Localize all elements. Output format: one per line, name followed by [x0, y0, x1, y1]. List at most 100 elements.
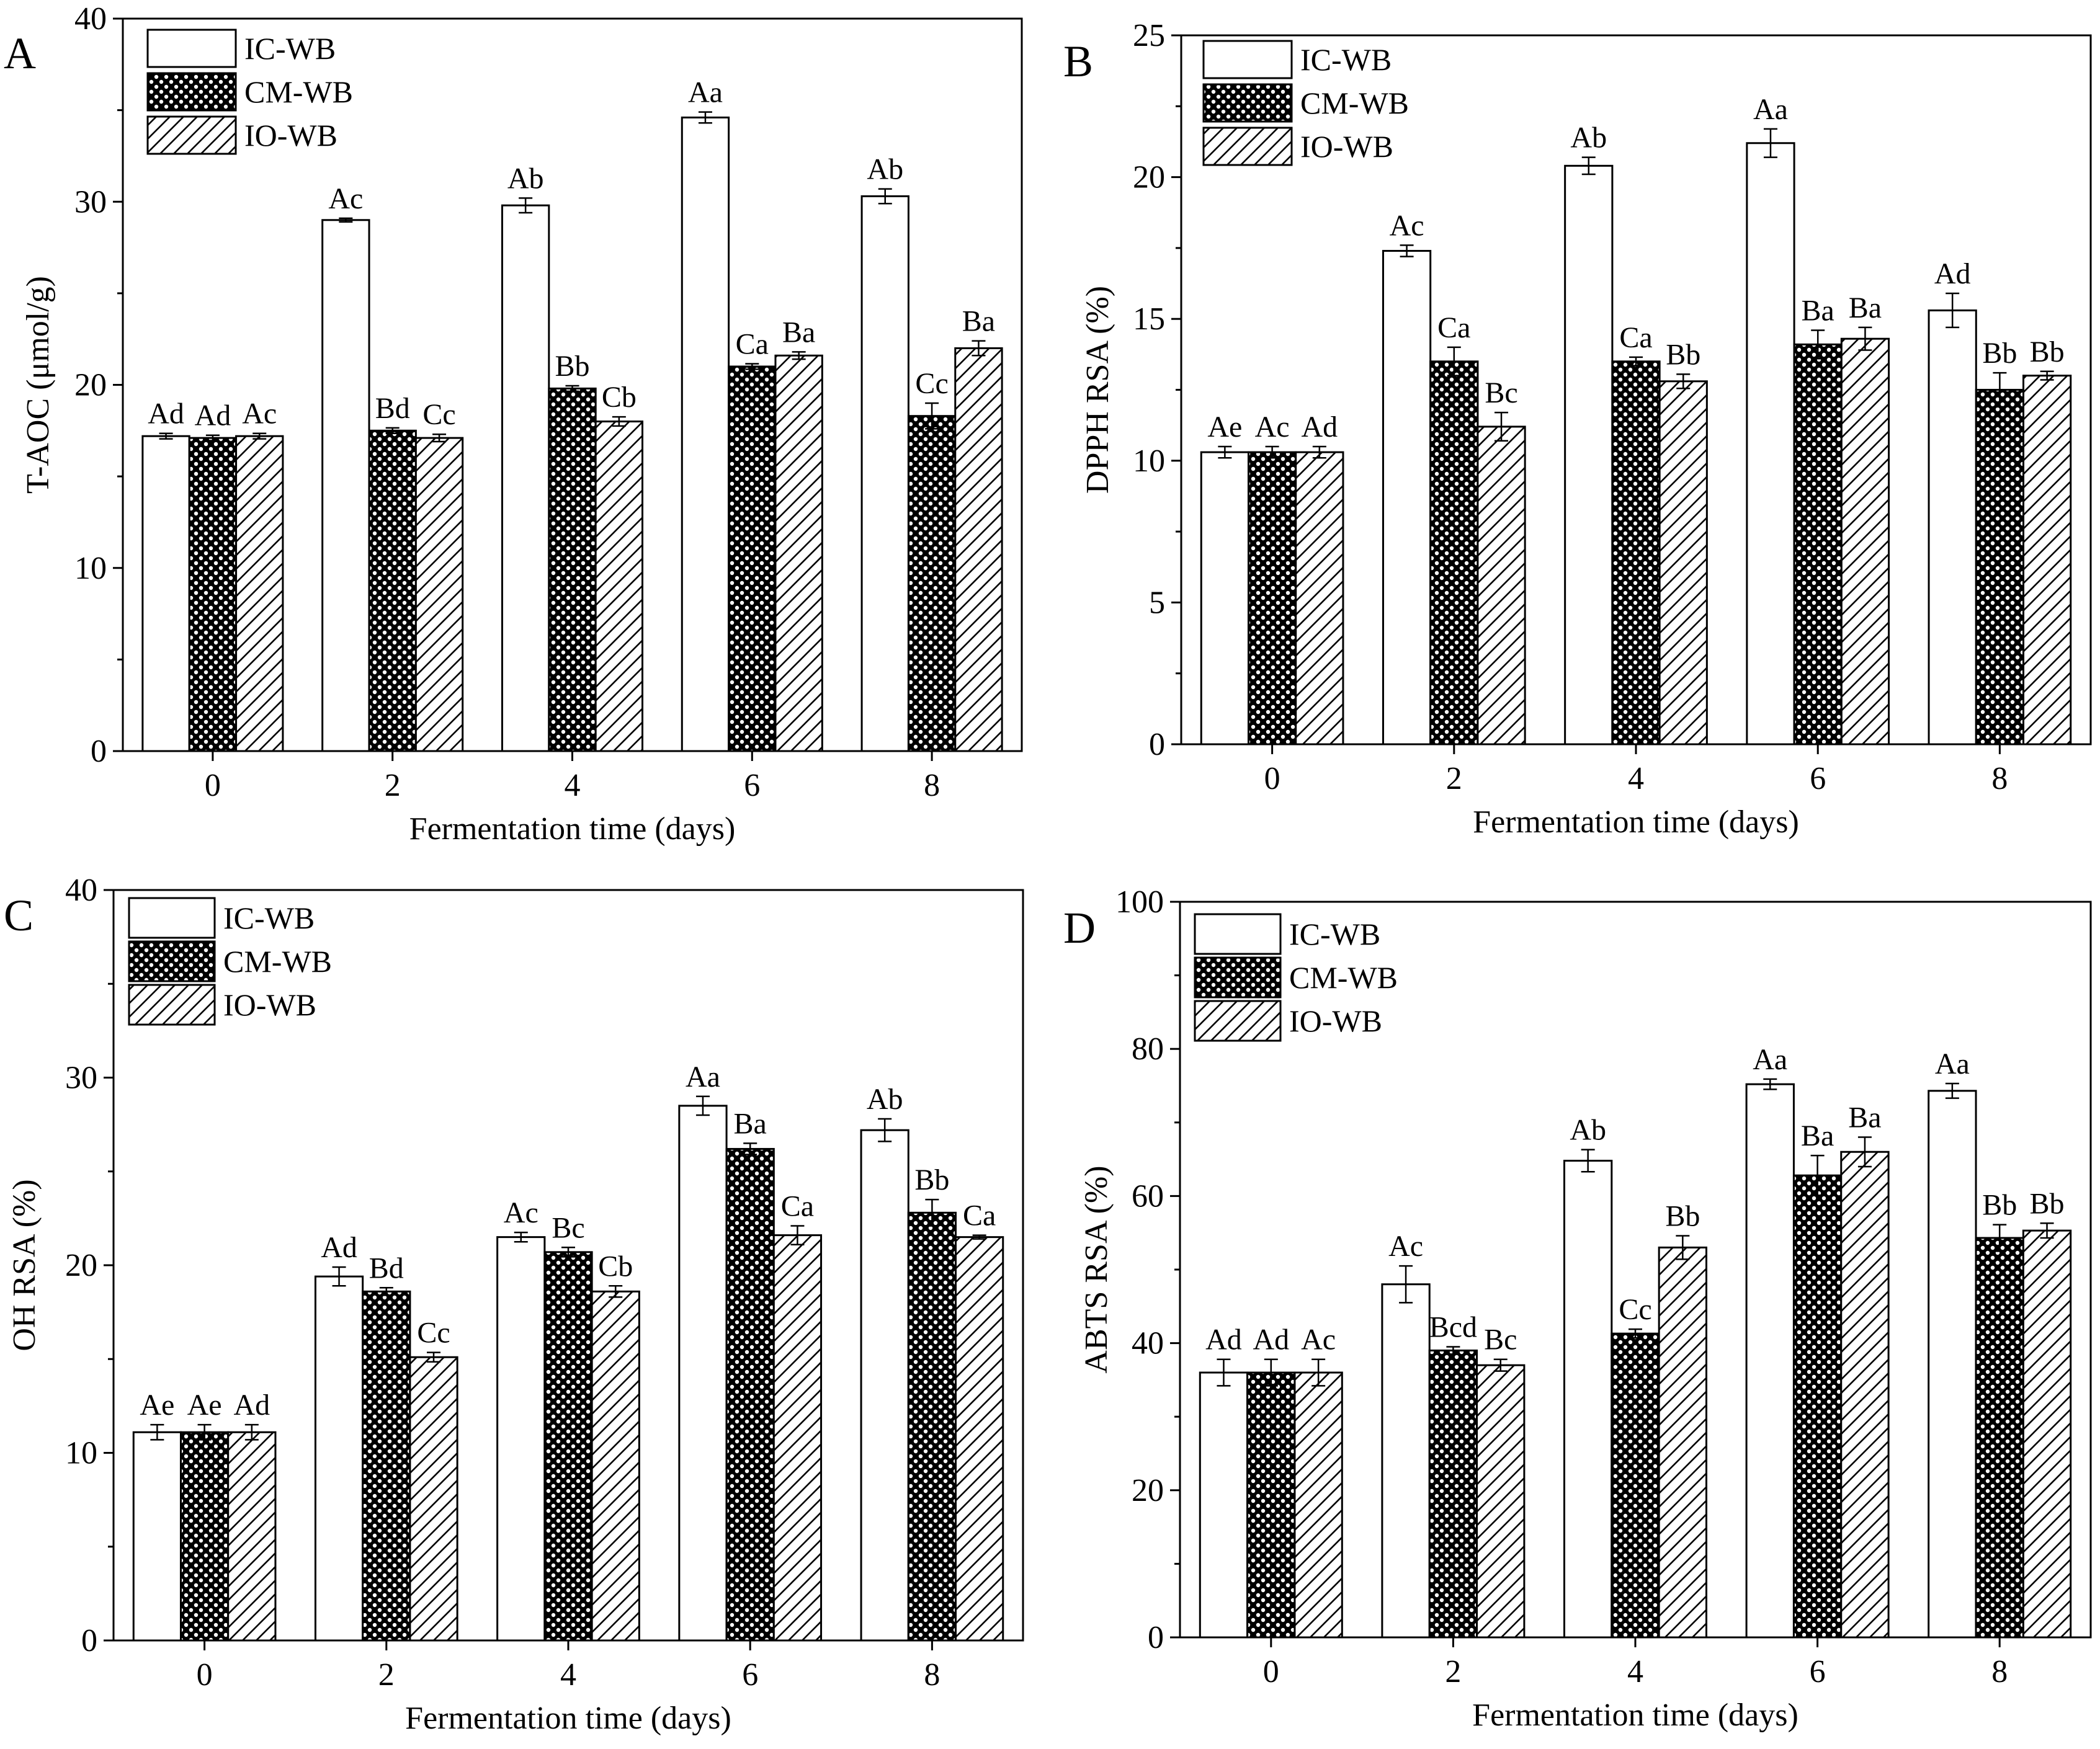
- bar-io-wb-day-6: [1840, 1150, 1890, 1639]
- y-tick-label: 40: [74, 1, 107, 37]
- bar-significance-label: Ad: [1205, 1324, 1242, 1356]
- bar-significance-label: Ad: [148, 398, 184, 430]
- y-axis-title: T-AOC (μmol/g): [20, 276, 56, 494]
- bar-significance-label: Cb: [602, 381, 637, 414]
- bar-significance-label: Ad: [195, 399, 231, 432]
- error-bar-cm-wb-day-8: [925, 1198, 939, 1227]
- bar-io-wb-day-8: [2022, 1229, 2072, 1639]
- bar-cm-wb-day-6: [1793, 343, 1843, 745]
- bar-cm-wb-day-4: [543, 1251, 593, 1642]
- bar-io-wb-day-0: [227, 1431, 277, 1642]
- error-bar-cm-wb-day-0: [1265, 445, 1279, 459]
- y-tick-label: 20: [1133, 160, 1165, 195]
- legend-label: IC-WB: [244, 31, 336, 66]
- error-bar-ic-wb-day-4: [1581, 1149, 1595, 1173]
- bar-significance-label: Ab: [507, 162, 544, 195]
- error-bar-ic-wb-day-6: [1763, 1078, 1777, 1090]
- bar-significance-label: Ac: [242, 398, 277, 430]
- bar-significance-label: Bc: [1485, 376, 1517, 409]
- legend-swatch-cm-wb: [1194, 956, 1282, 999]
- bar-ic-wb-day-8: [1928, 309, 1977, 745]
- bar-significance-label: Ba: [734, 1107, 767, 1140]
- bar-cm-wb-day-8: [907, 1211, 957, 1642]
- error-bar-io-wb-day-6: [1857, 1136, 1872, 1168]
- bar-significance-label: Ab: [867, 1083, 903, 1116]
- x-tick-label: 0: [205, 768, 221, 803]
- bar-ic-wb-day-2: [1381, 1283, 1431, 1639]
- legend-swatch-io-wb: [146, 115, 237, 155]
- error-bar-io-wb-day-0: [244, 1423, 259, 1441]
- error-bar-io-wb-day-6: [792, 351, 806, 360]
- bar-significance-label: Ba: [1849, 292, 1882, 324]
- error-bar-io-wb-day-0: [252, 432, 267, 440]
- bar-io-wb-day-4: [591, 1290, 640, 1642]
- error-bar-io-wb-day-8: [972, 340, 986, 357]
- x-tick-label: 2: [378, 1657, 395, 1693]
- bar-significance-label: Ac: [1390, 209, 1424, 242]
- bar-significance-label: Bb: [2030, 336, 2065, 368]
- error-bar-ic-wb-day-6: [695, 1095, 710, 1116]
- x-tick-label: 4: [1628, 761, 1644, 796]
- error-bar-io-wb-day-4: [612, 416, 626, 427]
- y-tick-label: 30: [65, 1061, 97, 1096]
- bar-significance-label: Bc: [552, 1211, 584, 1244]
- error-bar-cm-wb-day-0: [197, 1423, 212, 1441]
- bar-significance-label: Ac: [1301, 1324, 1336, 1356]
- legend-label: CM-WB: [1300, 86, 1409, 120]
- legend-label: CM-WB: [1289, 960, 1398, 995]
- bar-significance-label: Ac: [328, 182, 363, 215]
- legend-label: IC-WB: [1300, 42, 1392, 77]
- error-bar-io-wb-day-6: [790, 1225, 805, 1245]
- x-axis-title: Fermentation time (days): [409, 811, 736, 847]
- y-axis-title: DPPH RSA (%): [1080, 286, 1115, 494]
- error-bar-cm-wb-day-6: [745, 363, 759, 370]
- legend-swatch-ic-wb: [128, 897, 216, 939]
- bar-ic-wb-day-6: [681, 116, 730, 752]
- panel-letter: B: [1063, 37, 1093, 86]
- bar-significance-label: Bd: [369, 1252, 404, 1284]
- error-bar-io-wb-day-0: [1311, 1358, 1326, 1387]
- legend-swatch-cm-wb: [1202, 83, 1293, 123]
- error-bar-io-wb-day-8: [2040, 1222, 2054, 1239]
- legend-swatch-ic-wb: [1194, 913, 1282, 955]
- bar-ic-wb-day-8: [860, 1129, 909, 1642]
- legend-swatch-io-wb: [128, 984, 216, 1026]
- error-bar-cm-wb-day-0: [1264, 1358, 1278, 1387]
- legend-swatch-cm-wb: [146, 72, 237, 112]
- x-tick-label: 2: [385, 768, 401, 803]
- x-tick-label: 0: [197, 1657, 213, 1693]
- panel-letter: C: [4, 891, 34, 940]
- bar-io-wb-day-8: [2022, 375, 2072, 745]
- x-tick-label: 6: [744, 768, 760, 803]
- y-tick-label: 20: [74, 368, 107, 403]
- x-tick-label: 8: [1991, 1654, 2008, 1689]
- bar-significance-label: Ca: [963, 1199, 996, 1232]
- error-bar-ic-wb-day-2: [1399, 1265, 1413, 1304]
- error-bar-ic-wb-day-0: [1218, 445, 1232, 459]
- bar-significance-label: Ac: [1388, 1230, 1423, 1263]
- x-tick-label: 8: [924, 768, 940, 803]
- legend-swatch-io-wb: [1194, 1000, 1282, 1042]
- error-bar-cm-wb-day-8: [1993, 372, 2007, 408]
- x-tick-label: 2: [1446, 761, 1462, 796]
- x-tick-label: 0: [1264, 761, 1280, 796]
- x-tick-label: 4: [565, 768, 581, 803]
- bar-significance-label: Ae: [140, 1389, 174, 1422]
- bar-io-wb-day-2: [1477, 425, 1526, 745]
- bar-cm-wb-day-0: [179, 1431, 230, 1642]
- bar-significance-label: Bb: [1666, 338, 1700, 371]
- bar-ic-wb-day-0: [1199, 1371, 1249, 1639]
- bar-significance-label: Bd: [375, 392, 410, 425]
- bar-significance-label: Ba: [1848, 1101, 1881, 1134]
- bar-io-wb-day-4: [594, 421, 644, 752]
- error-bar-ic-wb-day-4: [519, 197, 533, 214]
- bar-io-wb-day-0: [1294, 1371, 1343, 1639]
- bar-cm-wb-day-4: [1611, 1332, 1660, 1639]
- error-bar-io-wb-day-8: [972, 1234, 986, 1240]
- legend-label: IO-WB: [223, 987, 316, 1022]
- legend-label: IC-WB: [223, 901, 315, 935]
- bar-significance-label: Cc: [422, 398, 455, 431]
- bar-cm-wb-day-6: [725, 1147, 775, 1642]
- bar-significance-label: Ba: [962, 305, 995, 338]
